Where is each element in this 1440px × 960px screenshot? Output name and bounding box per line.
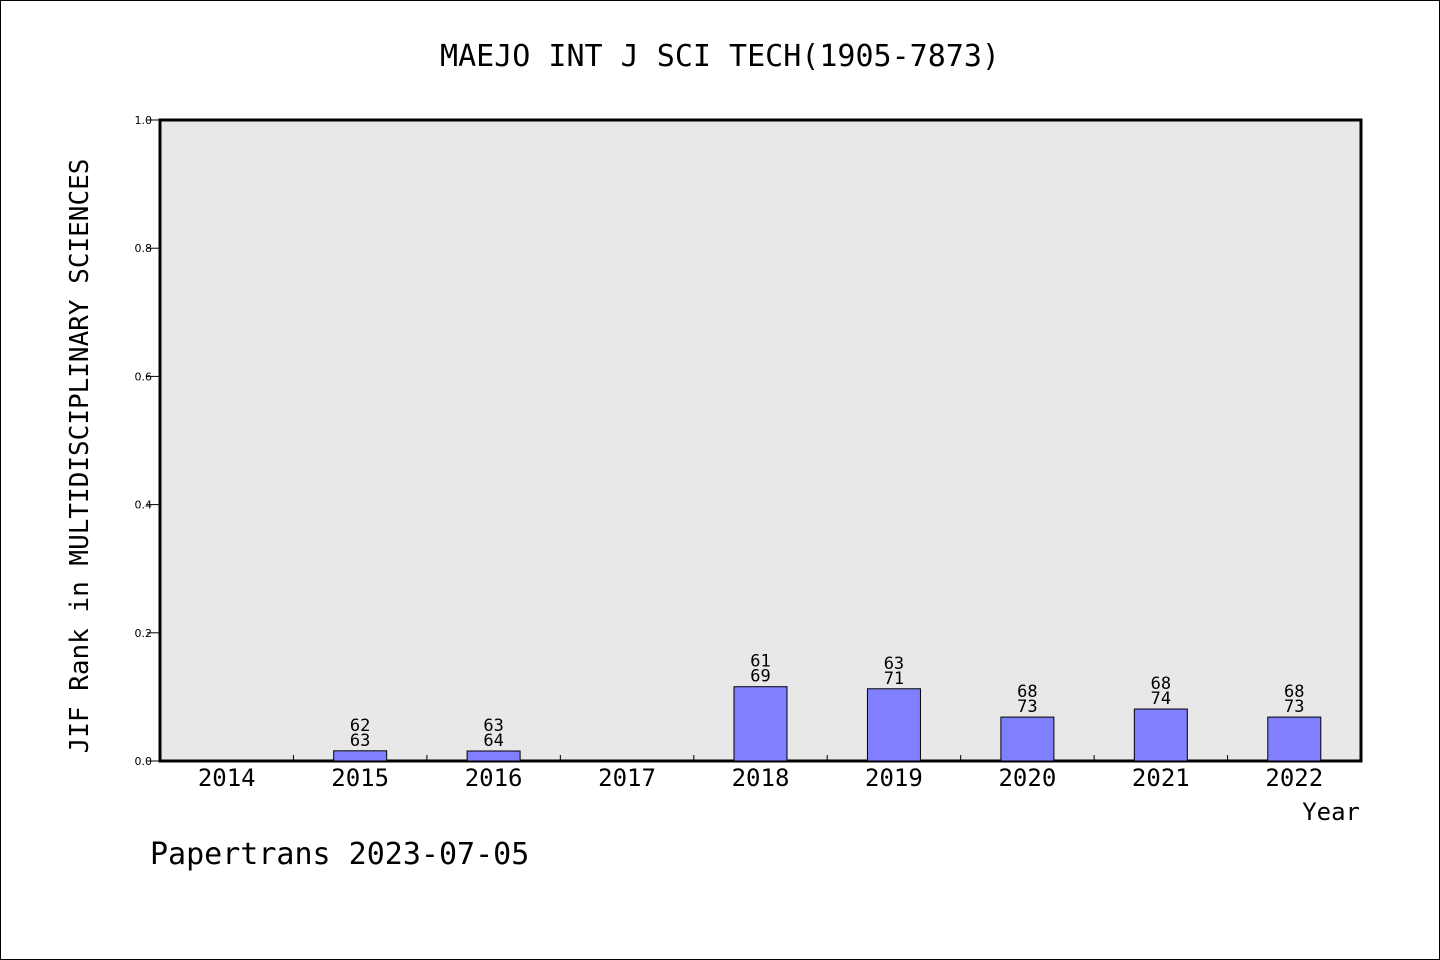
- x-tick-label: 2019: [865, 764, 923, 792]
- y-tick-label: 1.0: [135, 114, 153, 127]
- bar-rank-label: 68: [1284, 682, 1304, 702]
- y-axis: 0.0 0.2 0.4 0.6 0.8 1.0: [135, 114, 160, 768]
- x-tick-label: 2016: [465, 764, 523, 792]
- bar-total-label: 73: [1284, 697, 1304, 717]
- bar-total-label: 69: [750, 667, 770, 687]
- x-tick-label: 2015: [331, 764, 389, 792]
- chart-title: MAEJO INT J SCI TECH(1905-7873): [440, 39, 1000, 74]
- bar-total-label: 73: [1017, 697, 1037, 717]
- y-tick-label: 0.2: [135, 627, 153, 640]
- y-tick-label: 0.4: [135, 499, 153, 512]
- bar: [1267, 716, 1322, 762]
- x-axis: 2014 2015 2016 2017 2018 2019 2020 2021 2022: [198, 755, 1323, 792]
- x-tick-label: 2020: [998, 764, 1056, 792]
- bar-total-label: 74: [1151, 689, 1171, 709]
- x-tick-label: 2021: [1132, 764, 1190, 792]
- bar-rank-label: 61: [750, 652, 770, 672]
- bar-rank-label: 63: [884, 654, 904, 674]
- y-tick-label: 0.8: [135, 242, 153, 255]
- bar-rank-label: 62: [350, 716, 370, 736]
- y-tick-label: 0.0: [135, 755, 153, 768]
- x-tick-label: 2018: [732, 764, 790, 792]
- y-axis-label: JIF Rank in MULTIDISCIPLINARY SCIENCES: [65, 159, 95, 754]
- x-axis-label: Year: [1302, 798, 1360, 826]
- bar: [1000, 716, 1055, 762]
- bar-total-label: 71: [884, 669, 904, 689]
- bar-rank-label: 68: [1017, 682, 1037, 702]
- bar: [733, 686, 788, 762]
- y-tick-label: 0.6: [135, 370, 153, 383]
- x-tick-label: 2017: [598, 764, 656, 792]
- bar: [866, 688, 921, 762]
- bar: [466, 750, 521, 762]
- bar: [1133, 708, 1188, 762]
- bar-rank-label: 63: [483, 716, 503, 736]
- bar: [333, 750, 388, 762]
- plot-area: [158, 118, 1363, 763]
- watermark: Papertrans 2023-07-05: [150, 837, 529, 872]
- x-tick-label: 2022: [1265, 764, 1323, 792]
- bar-total-label: 64: [483, 731, 503, 751]
- x-tick-label: 2014: [198, 764, 256, 792]
- bar-total-label: 63: [350, 731, 370, 751]
- bar-rank-label: 68: [1151, 674, 1171, 694]
